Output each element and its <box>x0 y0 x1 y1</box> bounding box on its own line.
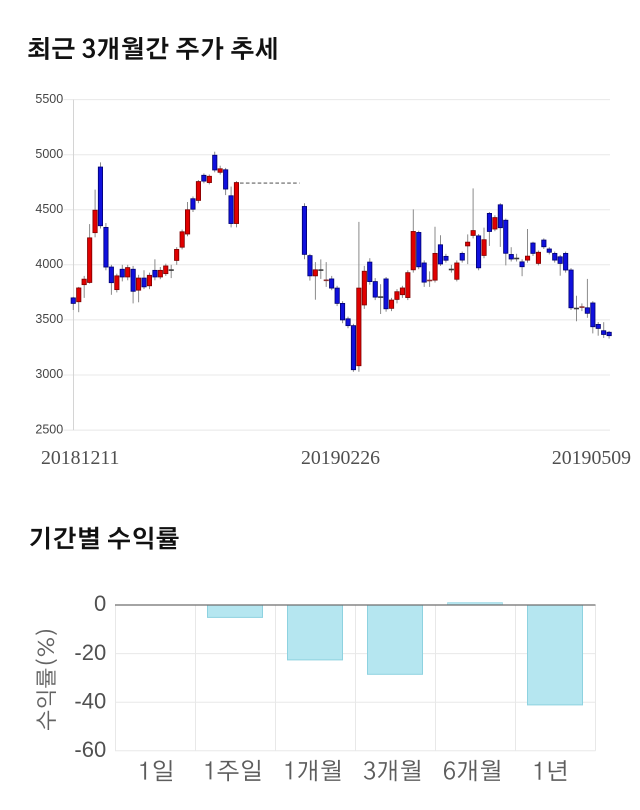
svg-text:3000: 3000 <box>35 367 63 381</box>
svg-text:4000: 4000 <box>35 257 63 271</box>
svg-text:20181211: 20181211 <box>41 447 119 469</box>
svg-text:5000: 5000 <box>35 147 63 161</box>
svg-text:20190226: 20190226 <box>301 447 380 469</box>
svg-text:2500: 2500 <box>35 422 63 436</box>
svg-text:-20: -20 <box>74 640 106 665</box>
svg-text:-40: -40 <box>74 688 106 713</box>
svg-text:5500: 5500 <box>35 92 63 106</box>
svg-text:0: 0 <box>94 591 106 616</box>
svg-text:-60: -60 <box>74 737 106 762</box>
svg-text:3500: 3500 <box>35 312 63 326</box>
svg-text:4500: 4500 <box>35 202 63 216</box>
svg-text:20190509: 20190509 <box>552 447 631 469</box>
